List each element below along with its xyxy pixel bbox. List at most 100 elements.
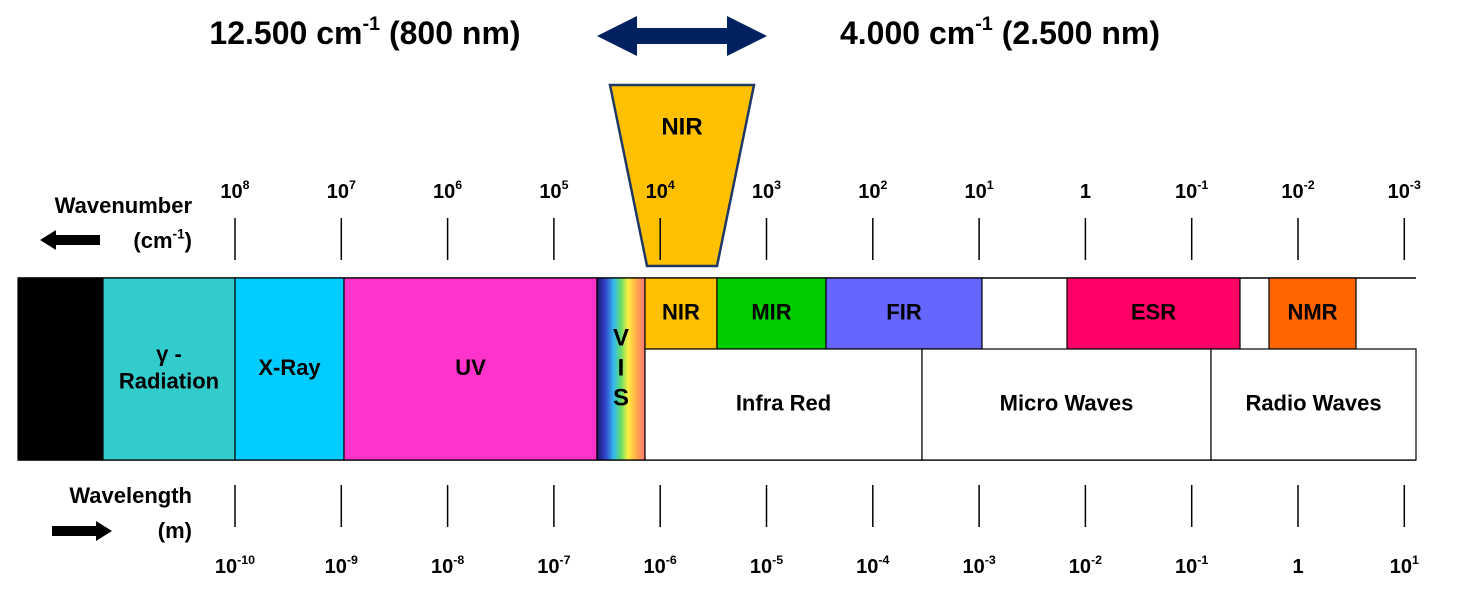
region-box [716,277,827,350]
left-arrow [40,230,100,250]
region-box [343,277,598,461]
text-part: 10 [325,556,347,578]
wavelength-tick-label: 10-4 [856,553,889,578]
text-part: 10 [752,181,774,203]
wavenumber-tick-label: 107 [327,178,356,203]
superscript: 3 [774,178,781,192]
wavenumber-tick-label: 104 [646,178,675,203]
region-box [1210,348,1417,461]
wavenumber-tick-label: 10-2 [1281,178,1314,203]
region-label: γ - [156,341,182,366]
wavenumber-label: Wavenumber [55,193,193,218]
wavelength-tick-label: 10-8 [431,553,464,578]
wavenumber-tick-label: 103 [752,178,781,203]
wavelength-unit: (m) [158,518,192,543]
region-label: Region [46,332,71,407]
text-part: 10 [1281,181,1303,203]
text-part: (800 nm) [380,15,520,51]
text-part: 10 [433,181,455,203]
superscript: -4 [878,553,889,567]
superscript: 6 [455,178,462,192]
wavenumber-tick-label: 102 [858,178,887,203]
wavenumber-tick-label: 101 [965,178,994,203]
region-label: MIR [751,299,791,324]
nir-callout-label: NIR [661,113,702,140]
superscript: -9 [347,553,358,567]
wavelength-tick-label: 10-9 [325,553,358,578]
region-label: Radio Waves [1245,390,1381,415]
text-part: 1 [1292,556,1303,578]
superscript: -1 [362,13,380,35]
superscript: 5 [562,178,569,192]
text-part: 10 [537,556,559,578]
region-box [102,277,236,461]
wavenumber-tick-label: 1 [1080,181,1091,203]
region-label: UV [455,355,486,380]
text-part: 10 [1175,181,1197,203]
wavelength-label: Wavelength [69,483,192,508]
region-box [825,277,983,350]
text-part: 10 [750,556,772,578]
header-left: 12.500 cm-1 (800 nm) [209,13,520,51]
superscript: -2 [1091,553,1102,567]
region-box [921,348,1212,461]
wavelength-tick-label: 10-6 [644,553,677,578]
superscript: 4 [668,178,675,192]
superscript: 1 [987,178,994,192]
superscript: 8 [243,178,250,192]
wavelength-tick-label: 101 [1390,553,1419,578]
text-part: 10 [1069,556,1091,578]
superscript: -7 [560,553,571,567]
text-part: 10 [1390,556,1412,578]
text-part: (cm [133,228,172,253]
text-part: 10 [1388,181,1410,203]
wavelength-tick-label: 10-2 [1069,553,1102,578]
region-box [644,277,718,350]
superscript: -1 [1197,553,1208,567]
text-part: 4.000 cm [840,15,975,51]
text-part: ) [185,228,192,253]
text-part: (2.500 nm) [993,15,1160,51]
text-part: 10 [644,556,666,578]
superscript: 7 [349,178,356,192]
region-box [644,348,923,461]
superscript: -10 [237,553,255,567]
superscript: 1 [1412,553,1419,567]
superscript: 2 [880,178,887,192]
region-label: Micro Waves [1000,390,1134,415]
region-label: S [613,384,629,411]
wavelength-tick-label: 10-7 [537,553,570,578]
region-label: I [618,354,625,381]
region-label: NMR [1287,299,1337,324]
wavenumber-unit: (cm-1) [133,226,192,253]
wavenumber-tick-label: 106 [433,178,462,203]
text-part: 10 [431,556,453,578]
superscript: -1 [173,226,186,241]
wavenumber-tick-label: 105 [539,178,568,203]
text-part: 10 [962,556,984,578]
region-label: Infra Red [736,390,831,415]
superscript: -3 [985,553,996,567]
wavelength-tick-label: 1 [1292,556,1303,578]
text-part: 10 [215,556,237,578]
text-part: 10 [220,181,242,203]
region-box [17,277,104,461]
superscript: -1 [975,13,993,35]
nir-callout [608,83,756,268]
region-box [1268,277,1357,350]
wavenumber-tick-label: 10-1 [1175,178,1208,203]
superscript: -2 [1304,178,1315,192]
region-box [596,277,646,461]
wavelength-tick-label: 10-3 [962,553,995,578]
region-label: ESR [1131,299,1176,324]
superscript: -3 [1410,178,1421,192]
wavelength-tick-label: 10-10 [215,553,255,578]
wavelength-tick-label: 10-5 [750,553,783,578]
region-label: FIR [886,299,922,324]
right-arrow [52,521,112,541]
text-part: 1 [1080,181,1091,203]
text-part: 10 [646,181,668,203]
header-right: 4.000 cm-1 (2.500 nm) [840,13,1160,51]
